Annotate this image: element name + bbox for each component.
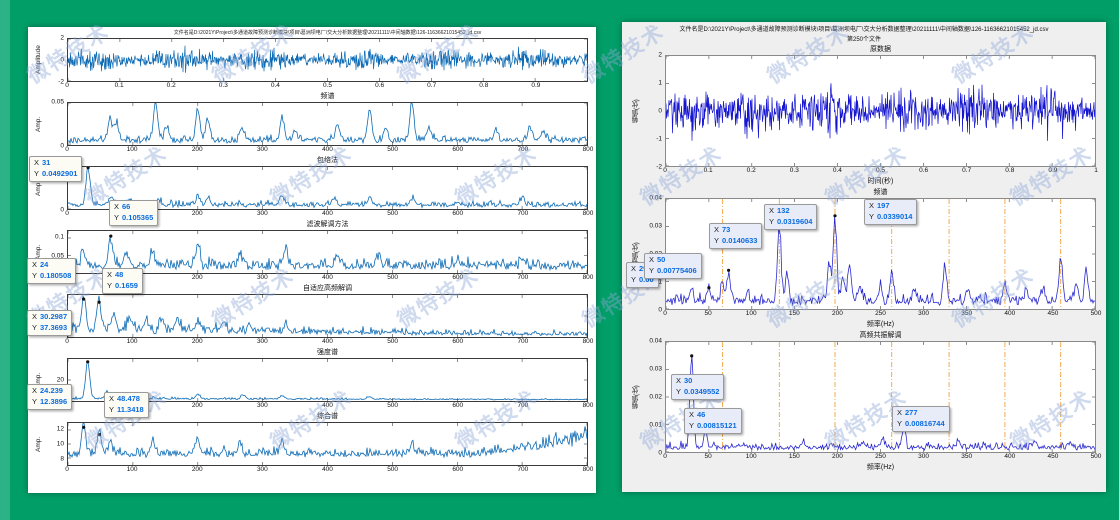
datatip-x73[interactable]: X 73 Y 0.0140633 (709, 223, 763, 249)
y-axis-label: 幅值(伏) (633, 242, 640, 266)
y-axis-label: 幅值(伏) (633, 385, 640, 409)
y-axis-label: Amp. (35, 436, 42, 452)
datatip-x66[interactable]: X 66 Y 0.105365 (109, 200, 159, 226)
x-axis-ticks: 0 50 100 150 200 250 300 350 400 450 500 (663, 310, 1102, 317)
x-axis-label: 频率(Hz) (866, 464, 895, 471)
subplot-title: 频谱 (873, 189, 888, 196)
right-subplot-raw-data: 原数据 幅值(伏) -2 -1 0 1 2 0 0.1 0.2 0.3 0.4 0.5 0.6 0.7… (632, 45, 1098, 187)
y-axis-ticks: 0.05 0.1 (51, 233, 64, 260)
left-filter-demodulation-plot[interactable] (67, 230, 588, 274)
datatip-x197[interactable]: X 197 Y 0.0339014 (864, 199, 918, 225)
left-raw-waveform-plot[interactable] (67, 38, 588, 82)
datatip-x277[interactable]: X 277 Y 0.00816744 (892, 406, 950, 432)
datatip-x50[interactable]: X 50 Y 0.00775406 (644, 253, 702, 279)
datatip-x46[interactable]: X 46 Y 0.00815121 (684, 408, 742, 434)
y-axis-label: 幅值(伏) (633, 99, 640, 123)
right-figure-window: 文件名是D:\2021Y\Project\多通道故障预测诊断模块\项目\葛洲坝电… (622, 22, 1106, 492)
x-axis-ticks: 0 0.1 0.2 0.3 0.4 0.5 0.6 0.7 0.8 0.9 1 (663, 167, 1098, 174)
left-subplot-frequency-spectrum: 频谱 Amp. 0 0.05 0 100 200 300 400 500 600 700 800 (34, 92, 594, 155)
left-subplot-raw-waveform: Amplitude -2 0 2 0 0.1 0.2 0.3 0.4 0.5 0.6 0.7 0.8… (34, 34, 588, 91)
left-subplot-adaptive-hf-demodulation: 自适应高频解调 Amp. 0.1 X24 Y0.180508 X48 Y0.16… (27, 258, 594, 347)
datatip-x48-478[interactable]: X 48.478 Y 11.3418 (104, 392, 149, 418)
left-intensity-spectrum-plot[interactable] (67, 358, 588, 402)
left-figure-window: 文件名是D:\2021Y\Project\多通道故障预测诊断模块\项目\葛洲坝电… (27, 27, 596, 493)
y-axis-ticks: 20 (56, 376, 64, 384)
x-axis-ticks: 0 0.1 0.2 0.3 0.4 0.5 0.6 0.7 0.8 0.9 (65, 82, 541, 89)
left-subplot-composite-spectrum: 综合谱 Amp. 8 10 12 X 24.239 Y 12.3896 X 48.478 … (27, 384, 594, 475)
x-axis-ticks: 0 50 100 150 200 250 300 350 400 450 500 (663, 453, 1102, 460)
subplot-title: 原数据 (870, 46, 891, 53)
y-axis-label: Amplitude (35, 45, 42, 75)
subplot-title: 包络法 (317, 157, 338, 164)
left-subplot-filter-demodulation: 滤波解调方法 Amp. 0.050.1 X66 Y0.105365 010020… (34, 200, 594, 283)
right-figure-title: 文件名是D:\2021Y\Project\多通道故障预测诊断模块\项目\葛洲坝电… (679, 27, 1049, 33)
right-hf-resonance-demodulation-plot[interactable] (665, 341, 1096, 453)
x-axis-label: 频率(Hz) (866, 321, 895, 328)
left-frequency-spectrum-plot[interactable] (67, 102, 588, 146)
y-axis-ticks: 8 10 12 (56, 425, 64, 463)
subplot-title: 频谱 (320, 93, 335, 100)
datatip-x48[interactable]: X 48 Y 0.1659 (102, 268, 143, 294)
datatip-x132[interactable]: X 132 Y 0.0319604 (764, 204, 818, 230)
datatip-x30-2987[interactable]: X 30.2987 Y 37.3693 (27, 310, 73, 336)
right-figure-subtitle: 第250个文件 (846, 37, 881, 43)
subplot-title: 滤波解调方法 (306, 221, 349, 228)
subplot-title: 高频共振解调 (859, 332, 902, 339)
x-axis-label: 时间(秒) (867, 178, 894, 185)
subplot-title: 综合谱 (317, 413, 338, 420)
subplot-title: 强度谱 (317, 349, 338, 356)
subplot-title: 自适应高频解调 (303, 285, 352, 292)
y-axis-label: Amp. (35, 116, 42, 132)
left-subplot-envelope-method: 包络法 Amp. 00.05 X31 Y0.0492901 0100200300… (29, 156, 593, 219)
left-adaptive-hf-demodulation-plot[interactable] (67, 294, 588, 338)
datatip-x24[interactable]: X 24 Y 0.180508 (27, 258, 77, 284)
y-axis-ticks: -2 0 2 (58, 34, 64, 86)
right-subplot-hf-resonance-demodulation: 高频共振解调 幅值(伏) 0 0.01 0.02 0.03 0.04 X 30 Y 0.03… (632, 331, 1102, 473)
left-figure-title: 文件名是D:\2021Y\Project\多通道故障预测诊断模块\项目\葛洲坝电… (173, 30, 482, 36)
background-edge-strip (0, 0, 10, 520)
datatip-x31[interactable]: X 31 Y 0.0492901 (29, 156, 83, 182)
left-subplot-intensity-spectrum: 强度谱 Amp. 20 X30.2987 Y37.3693 0100200300… (27, 310, 593, 411)
datatip-x24-239[interactable]: X 24.239 Y 12.3896 (27, 384, 73, 410)
right-raw-data-plot[interactable] (665, 55, 1096, 167)
right-subplot-frequency-spectrum: 频谱 幅值(伏) 00.010.020.030.04 X29 Y0.00 X50… (626, 188, 1102, 330)
datatip-x30[interactable]: X 30 Y 0.0349552 (671, 374, 725, 400)
y-axis-ticks: -2 -1 0 1 2 (656, 51, 662, 171)
left-composite-spectrum-plot[interactable] (67, 422, 588, 466)
